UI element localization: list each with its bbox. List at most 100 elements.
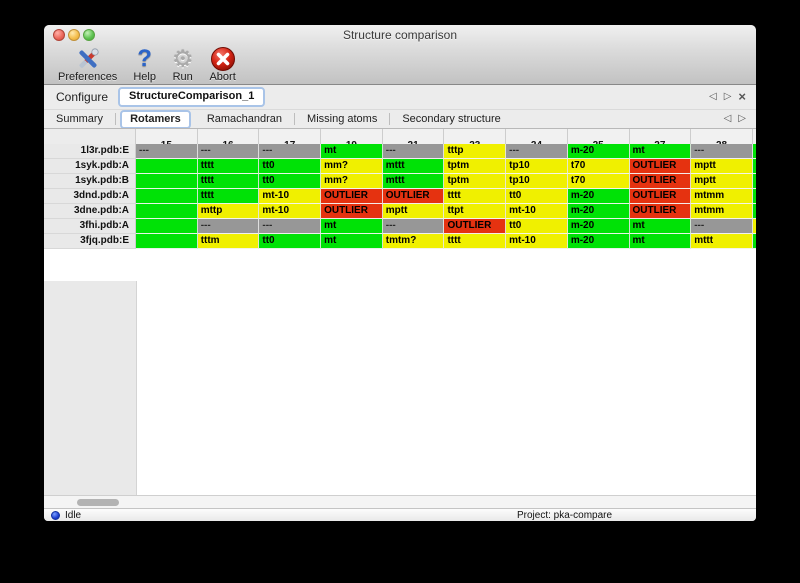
rotamer-cell[interactable]: OUTLIER (321, 204, 383, 219)
next-tab-arrow[interactable]: ▷ (738, 113, 746, 124)
run-button[interactable]: ⚙ Run (164, 46, 202, 83)
rotamer-cell[interactable]: t70 (567, 174, 630, 189)
rotamer-cell[interactable]: ttpt (444, 204, 507, 219)
rotamer-cell[interactable]: mt (629, 234, 692, 249)
rotamer-cell[interactable]: --- (506, 144, 568, 159)
rotamer-cell[interactable]: --- (197, 219, 260, 234)
rotamer-cell[interactable]: tttt (444, 189, 507, 204)
rotamer-cell[interactable]: mm? (321, 159, 383, 174)
rotamer-cell-partial[interactable] (752, 174, 756, 189)
rotamer-cell[interactable]: t (136, 219, 198, 234)
rotamer-cell[interactable]: tptm (444, 174, 507, 189)
rotamer-cell[interactable]: --- (691, 219, 753, 234)
rotamer-cell[interactable]: tt0 (506, 219, 568, 234)
rotamer-cell[interactable]: t (136, 174, 198, 189)
scrollbar-thumb[interactable] (77, 499, 119, 506)
rotamer-cell[interactable]: tttt (197, 189, 260, 204)
rotamer-cell[interactable]: OUTLIER (321, 189, 383, 204)
rotamer-cell[interactable]: t (136, 234, 198, 249)
rotamer-cell[interactable]: OUTLIER (444, 219, 507, 234)
rotamer-cell[interactable]: mtmm (691, 204, 753, 219)
rotamer-cell[interactable]: mt-10 (506, 234, 568, 249)
rotamer-cell[interactable]: tp10 (506, 159, 568, 174)
rotamer-cell[interactable]: tt0 (506, 189, 568, 204)
rotamer-cell-partial[interactable] (752, 144, 756, 159)
horizontal-scrollbar[interactable] (44, 495, 756, 508)
rotamer-cell[interactable]: tt0 (259, 159, 322, 174)
rotamer-cell[interactable]: OUTLIER (629, 159, 692, 174)
configuration-tab[interactable]: StructureComparison_1 (118, 87, 266, 107)
rotamer-cell[interactable]: OUTLIER (629, 174, 692, 189)
rotamer-cell[interactable]: mt-10 (259, 189, 322, 204)
rotamer-cell[interactable]: tttt (197, 159, 260, 174)
rotamer-cell[interactable]: t (136, 189, 198, 204)
prev-tab-arrow[interactable]: ◁ (723, 113, 732, 124)
rotamer-cell[interactable]: --- (691, 144, 753, 159)
rotamer-cell[interactable]: tttt (197, 174, 260, 189)
rotamer-cell[interactable]: tttm (197, 234, 260, 249)
rotamer-cell-partial[interactable] (752, 219, 756, 234)
rotamer-cell[interactable]: --- (259, 219, 322, 234)
rotamer-cell[interactable]: tt0 (259, 234, 322, 249)
rotamer-cell[interactable]: tttp (444, 144, 507, 159)
rotamer-cell[interactable]: OUTLIER (629, 204, 692, 219)
rotamer-cell[interactable]: tt0 (259, 174, 322, 189)
rotamer-cell[interactable]: tp10 (506, 174, 568, 189)
zoom-window-button[interactable] (83, 29, 95, 41)
rotamer-cell[interactable]: --- (382, 144, 445, 159)
title-bar[interactable]: Structure comparison (44, 25, 756, 45)
next-config-arrow[interactable]: ▷ (723, 91, 732, 102)
rotamer-cell[interactable]: mt (321, 144, 383, 159)
tab-rotamers[interactable]: Rotamers (120, 109, 191, 129)
rotamer-cell[interactable]: tptm (444, 159, 507, 174)
rotamer-cell[interactable]: mt (321, 219, 383, 234)
rotamer-cell[interactable]: m-20 (567, 189, 630, 204)
rotamer-cell[interactable]: mttp (197, 204, 260, 219)
rotamer-cell[interactable]: --- (259, 144, 322, 159)
rotamer-cell[interactable]: mptt (691, 174, 753, 189)
rotamer-cell-partial[interactable] (752, 204, 756, 219)
rotamer-cell[interactable]: mt (629, 144, 692, 159)
rotamer-cell[interactable]: --- (136, 144, 198, 159)
rotamer-cell[interactable]: OUTLIER (629, 189, 692, 204)
rotamer-cell[interactable]: OUTLIER (382, 189, 445, 204)
rotamer-cell[interactable]: --- (197, 144, 260, 159)
abort-button[interactable]: Abort (201, 46, 243, 83)
rotamer-cell[interactable]: mptt (691, 159, 753, 174)
tab-secondary-structure[interactable]: Secondary structure (402, 113, 501, 125)
rotamer-cell[interactable]: m-20 (567, 144, 630, 159)
tab-ramachandran[interactable]: Ramachandran (195, 113, 296, 125)
rotamer-cell[interactable]: tttt (444, 234, 507, 249)
preferences-button[interactable]: Preferences (50, 46, 125, 83)
rotamer-cell[interactable]: mt-10 (259, 204, 322, 219)
rotamer-cell[interactable]: mttt (382, 174, 445, 189)
rotamer-cell-partial[interactable] (752, 189, 756, 204)
rotamer-cell[interactable]: mt (629, 219, 692, 234)
close-window-button[interactable] (53, 29, 65, 41)
rotamer-cell[interactable]: mm? (321, 174, 383, 189)
rotamer-cell[interactable]: mt (321, 234, 383, 249)
prev-config-arrow[interactable]: ◁ (709, 91, 717, 102)
rotamer-cell[interactable]: t (136, 159, 198, 174)
tab-summary[interactable]: Summary (44, 113, 117, 125)
rotamer-cell[interactable]: t70 (567, 159, 630, 174)
help-button[interactable]: ? Help (125, 46, 164, 84)
rotamer-cell[interactable]: mtmm (691, 189, 753, 204)
rotamer-cell[interactable]: mt-10 (506, 204, 568, 219)
rotamer-cell[interactable]: m-20 (567, 204, 630, 219)
rotamer-cell[interactable]: mptt (382, 204, 445, 219)
minimize-window-button[interactable] (68, 29, 80, 41)
rotamer-cell[interactable]: --- (382, 219, 445, 234)
rotamer-cell[interactable]: m-20 (567, 234, 630, 249)
rotamer-cell-partial[interactable] (752, 159, 756, 174)
close-config-icon[interactable]: × (738, 89, 746, 104)
rotamer-cell[interactable]: mttt (691, 234, 753, 249)
tab-missing-atoms[interactable]: Missing atoms (295, 113, 391, 125)
rotamer-cell-partial[interactable] (752, 234, 756, 249)
rotamer-cell[interactable]: m-20 (567, 219, 630, 234)
row-header-strip (44, 281, 137, 495)
rotamer-cell[interactable]: mttt (382, 159, 445, 174)
rotamer-cell[interactable]: t (136, 204, 198, 219)
rotamer-cell[interactable]: tmtm? (382, 234, 445, 249)
cell-text: tttt (200, 160, 215, 171)
